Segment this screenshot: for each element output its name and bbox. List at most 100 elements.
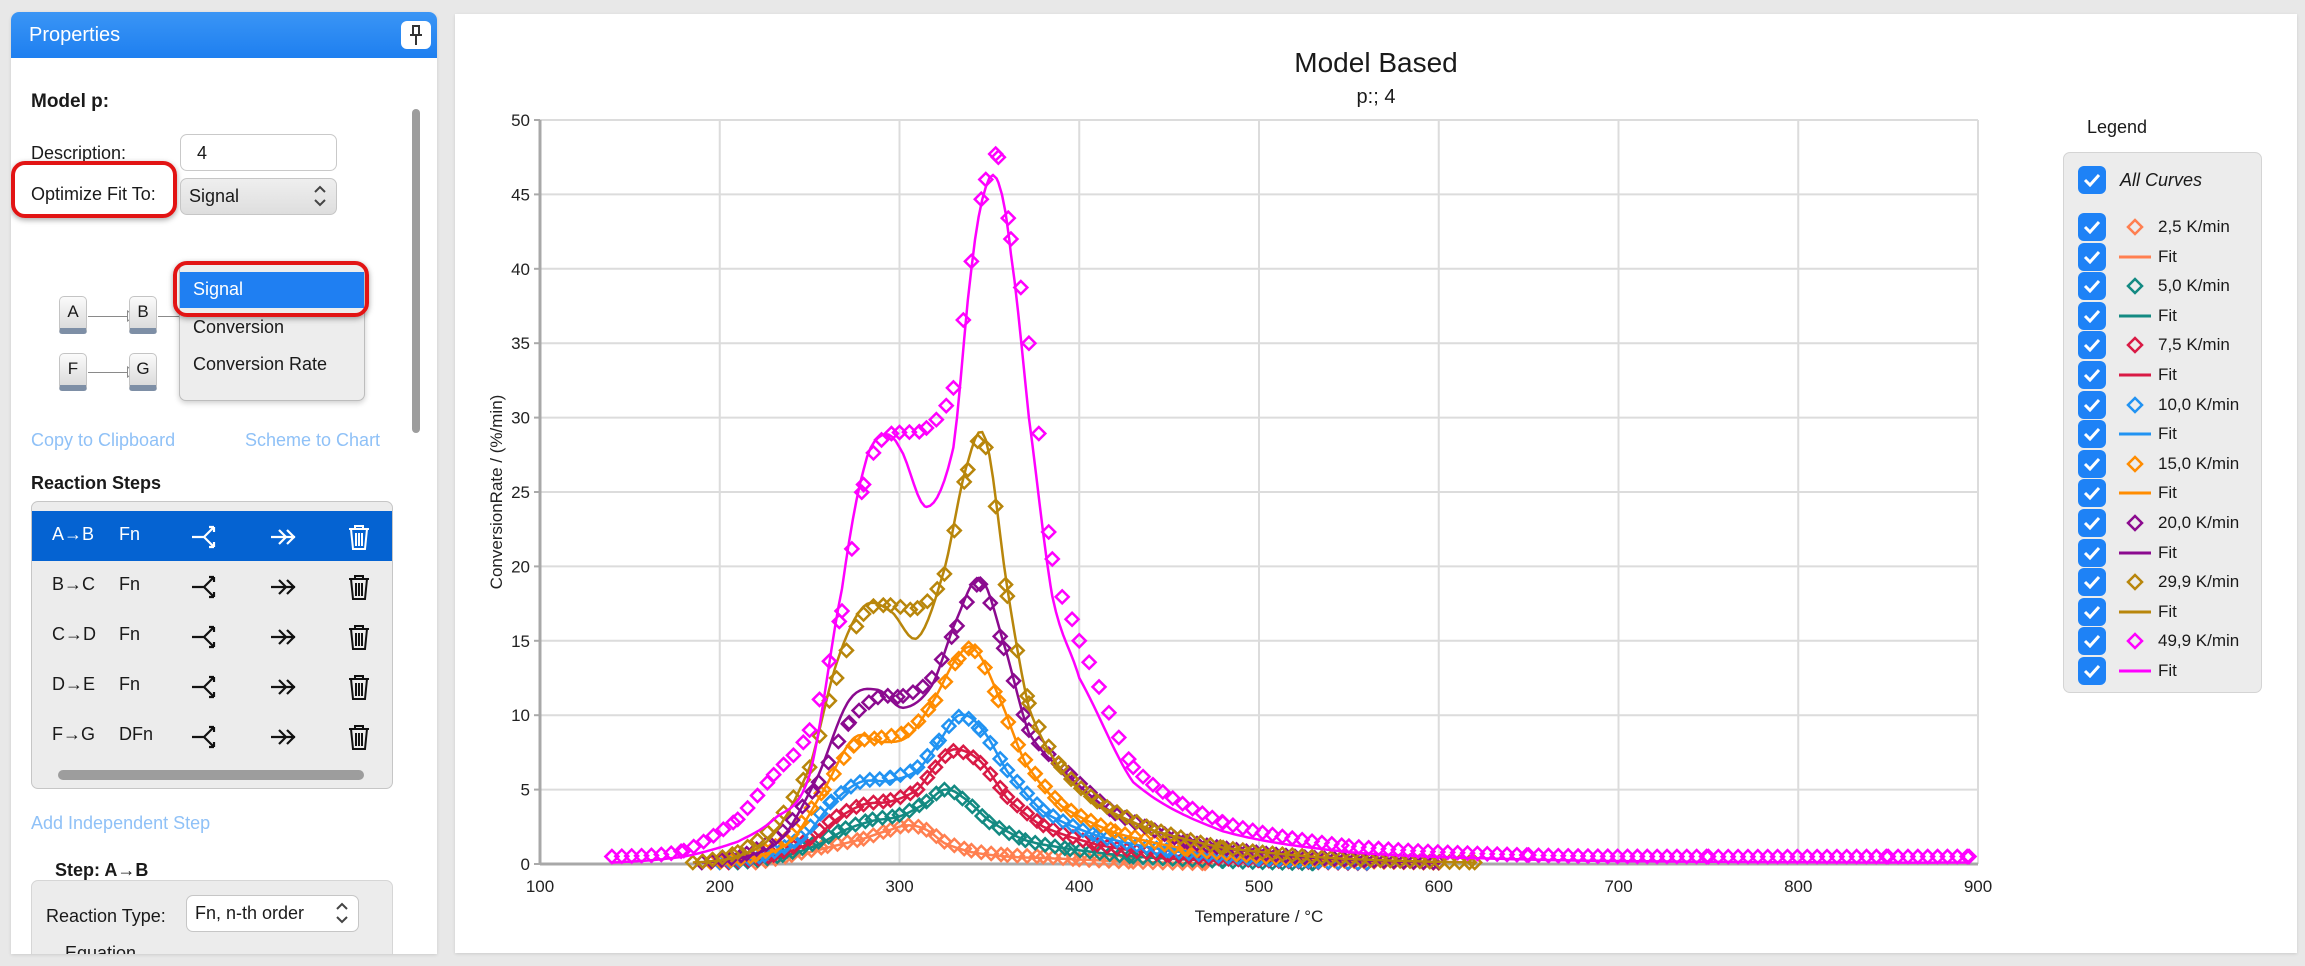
data-marker — [1162, 826, 1180, 843]
optimize-fit-dropdown: Signal Conversion Conversion Rate — [179, 263, 365, 401]
data-marker — [1008, 642, 1026, 659]
checkbox-checked-icon[interactable] — [2078, 301, 2106, 330]
data-marker — [820, 754, 837, 771]
legend-item-fit[interactable]: Fit — [2078, 538, 2177, 567]
checkbox-checked-icon[interactable] — [2078, 627, 2106, 656]
legend-item-all-curves[interactable]: All Curves — [2078, 166, 2202, 194]
reaction-step-row[interactable]: F→G DFn — [32, 711, 392, 761]
reaction-type-value: Fn, n-th order — [195, 903, 305, 923]
chain-arrow-icon[interactable] — [269, 673, 299, 701]
data-marker — [1234, 841, 1252, 859]
reaction-type-select[interactable]: Fn, n-th order — [186, 895, 359, 932]
checkbox-checked-icon[interactable] — [2078, 242, 2106, 271]
legend-item-fit[interactable]: Fit — [2078, 597, 2177, 626]
dropdown-option-signal[interactable]: Signal — [180, 272, 364, 308]
scheme-node-a[interactable]: A — [59, 296, 87, 334]
legend-box: All Curves 2,5 K/min Fit 5,0 K/min Fit 7,5 K… — [2063, 152, 2262, 693]
chain-arrow-icon[interactable] — [269, 523, 299, 551]
data-marker — [918, 793, 935, 810]
checkbox-checked-icon[interactable] — [2078, 657, 2106, 685]
branch-icon[interactable] — [190, 723, 220, 751]
scheme-node-b[interactable]: B — [129, 296, 157, 334]
legend-item-fit[interactable]: Fit — [2078, 657, 2177, 685]
legend-item-series[interactable]: 20,0 K/min — [2078, 509, 2239, 537]
chain-arrow-icon[interactable] — [269, 573, 299, 601]
legend-item-fit[interactable]: Fit — [2078, 420, 2177, 449]
pin-button[interactable] — [401, 21, 431, 49]
trash-icon[interactable] — [344, 573, 374, 601]
trash-icon[interactable] — [344, 723, 374, 751]
data-marker — [1323, 835, 1341, 853]
reaction-step-row[interactable]: C→D Fn — [32, 611, 392, 661]
chart-plot-area[interactable]: 100 200 300 400 500 600 700 800 900 0 5 10 15 20 25 30 3… — [455, 14, 2055, 953]
data-marker — [945, 742, 962, 760]
data-marker — [1303, 832, 1321, 850]
copy-to-clipboard-link[interactable]: Copy to Clipboard — [31, 430, 176, 450]
chain-arrow-icon[interactable] — [269, 623, 299, 651]
branch-icon[interactable] — [190, 623, 220, 651]
legend-item-series[interactable]: 7,5 K/min — [2078, 331, 2230, 360]
line-marker-icon — [2118, 491, 2152, 495]
data-marker — [1017, 751, 1034, 769]
legend-item-series[interactable]: 49,9 K/min — [2078, 627, 2239, 656]
scheme-node-g[interactable]: G — [129, 353, 157, 391]
legend-item-fit[interactable]: Fit — [2078, 242, 2177, 271]
legend-item-series[interactable]: 10,0 K/min — [2078, 390, 2239, 419]
data-marker — [1124, 759, 1142, 776]
chain-arrow-icon[interactable] — [269, 723, 299, 751]
checkbox-checked-icon[interactable] — [2078, 166, 2106, 194]
data-marker — [958, 593, 976, 611]
scheme-node-f[interactable]: F — [59, 353, 87, 391]
trash-icon[interactable] — [344, 673, 374, 701]
data-marker — [995, 639, 1013, 657]
checkbox-checked-icon[interactable] — [2078, 509, 2106, 537]
checkbox-checked-icon[interactable] — [2078, 331, 2106, 360]
branch-icon[interactable] — [190, 523, 220, 551]
data-marker — [1036, 778, 1054, 795]
data-marker — [1202, 836, 1219, 854]
data-marker — [982, 734, 999, 752]
panel-vertical-scrollbar[interactable] — [412, 109, 420, 433]
legend-item-fit[interactable]: Fit — [2078, 301, 2177, 330]
add-independent-step-link[interactable]: Add Independent Step — [31, 813, 211, 833]
legend-item-series[interactable]: 29,9 K/min — [2078, 568, 2239, 597]
checkbox-checked-icon[interactable] — [2078, 479, 2106, 508]
branch-icon[interactable] — [190, 673, 220, 701]
legend-label: Fit — [2158, 661, 2177, 680]
reaction-step-row[interactable]: A→B Fn — [32, 511, 392, 561]
data-marker — [832, 784, 850, 802]
scheme-to-chart-link[interactable]: Scheme to Chart — [245, 430, 381, 450]
legend-item-series[interactable]: 5,0 K/min — [2078, 272, 2230, 301]
steps-horizontal-scrollbar[interactable] — [58, 770, 364, 780]
data-marker — [828, 669, 845, 687]
checkbox-checked-icon[interactable] — [2078, 361, 2106, 389]
data-marker — [1080, 653, 1098, 671]
dropdown-option-conversion-rate[interactable]: Conversion Rate — [193, 354, 328, 374]
reaction-step-row[interactable]: D→E Fn — [32, 661, 392, 711]
data-marker — [775, 756, 792, 773]
checkbox-checked-icon[interactable] — [2078, 597, 2106, 626]
description-input[interactable]: 4 — [180, 134, 337, 171]
checkbox-checked-icon[interactable] — [2078, 420, 2106, 449]
data-marker — [1054, 825, 1072, 842]
reaction-step-row[interactable]: B→C Fn — [32, 561, 392, 611]
legend-item-fit[interactable]: Fit — [2078, 361, 2177, 389]
legend-item-fit[interactable]: Fit — [2078, 479, 2177, 508]
checkbox-checked-icon[interactable] — [2078, 449, 2106, 478]
data-marker — [1098, 838, 1116, 855]
dropdown-option-conversion[interactable]: Conversion — [193, 317, 285, 337]
checkbox-checked-icon[interactable] — [2078, 538, 2106, 567]
legend-item-series[interactable]: 2,5 K/min — [2078, 213, 2230, 241]
checkbox-checked-icon[interactable] — [2078, 272, 2106, 301]
data-marker — [1026, 765, 1044, 782]
checkbox-checked-icon[interactable] — [2078, 568, 2106, 597]
scheme-link-fg — [88, 372, 136, 373]
checkbox-checked-icon[interactable] — [2078, 390, 2106, 419]
checkbox-checked-icon[interactable] — [2078, 213, 2106, 241]
data-marker — [990, 148, 1007, 166]
optimize-fit-select[interactable]: Signal — [180, 178, 337, 215]
trash-icon[interactable] — [344, 523, 374, 551]
trash-icon[interactable] — [344, 623, 374, 651]
branch-icon[interactable] — [190, 573, 220, 601]
legend-item-series[interactable]: 15,0 K/min — [2078, 449, 2239, 478]
